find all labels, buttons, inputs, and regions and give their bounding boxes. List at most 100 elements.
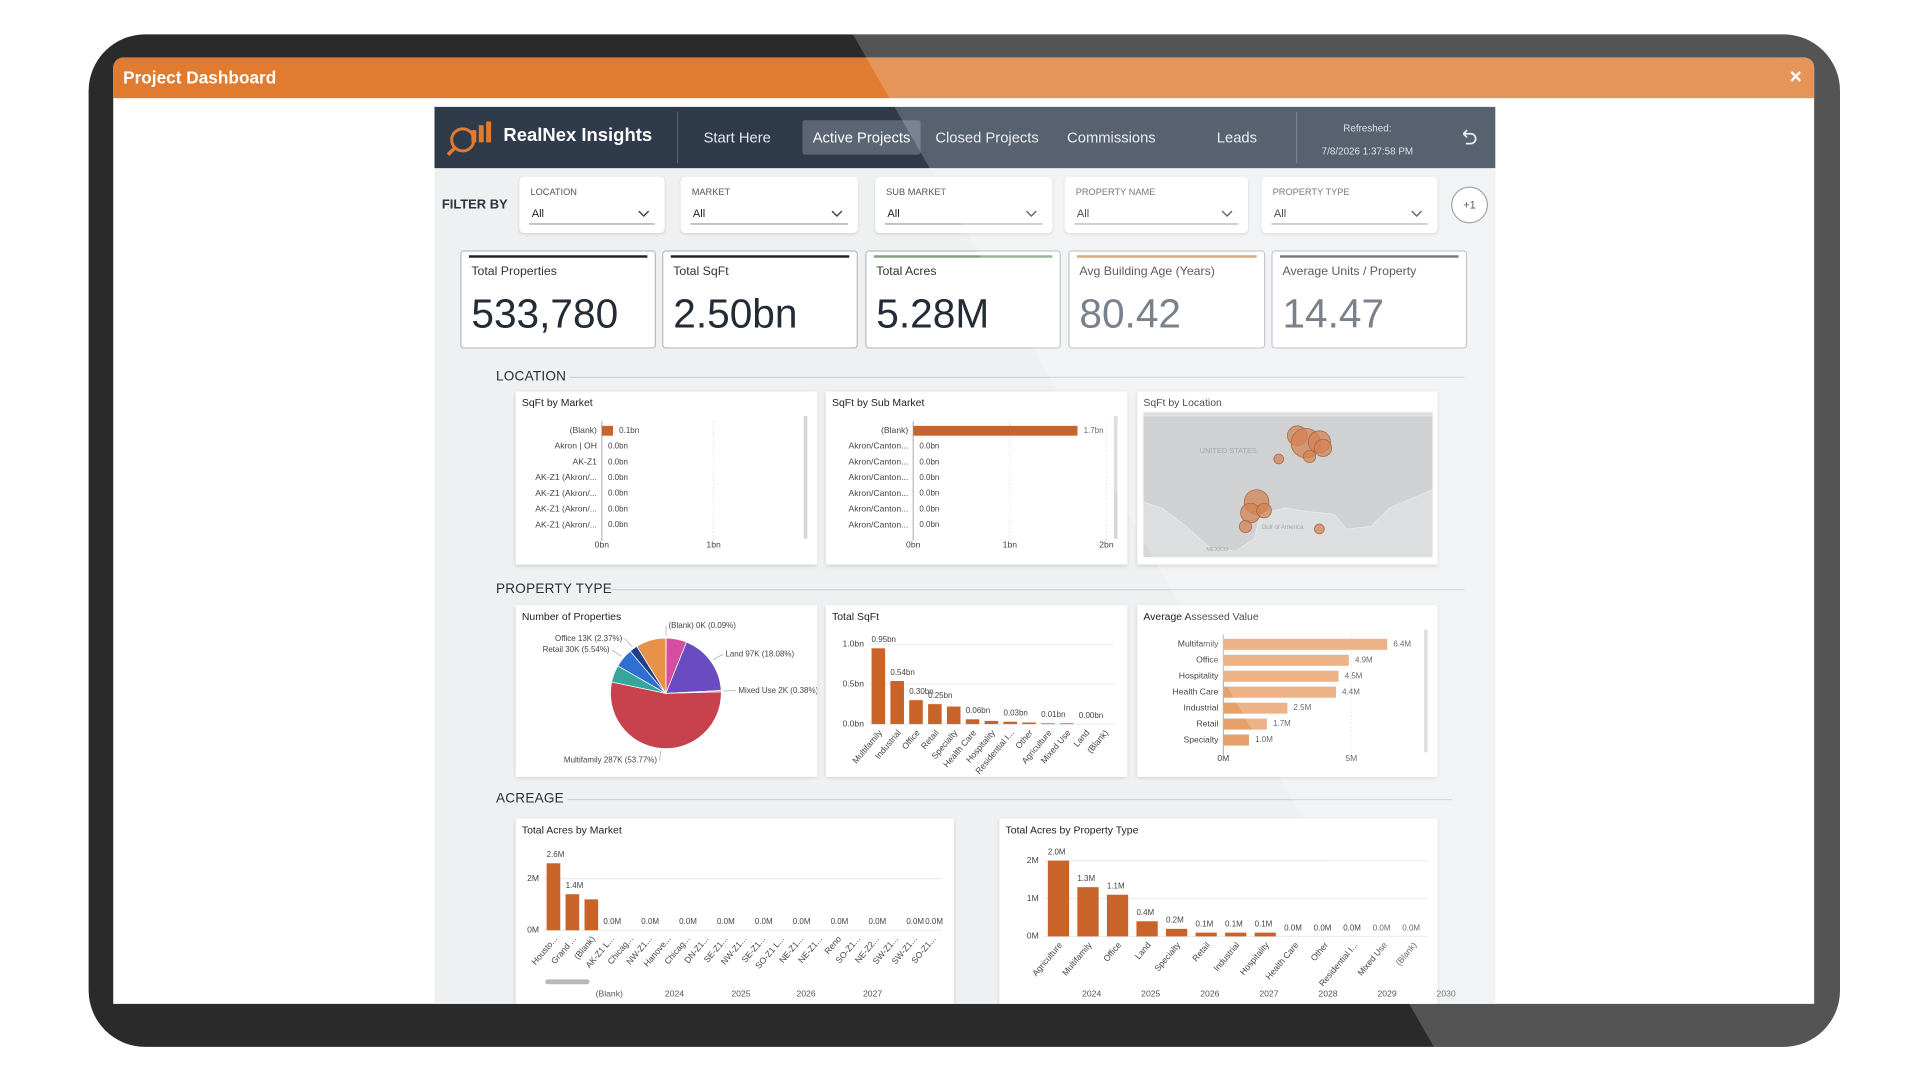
data-label: (Blank) 0K (0.09%) (669, 621, 737, 630)
footer-axis-label: 2026 (796, 990, 816, 999)
data-label: 0.54bn (890, 668, 914, 677)
y-tick-label: 0M (1027, 931, 1039, 941)
bar (584, 899, 599, 931)
brand-logo (446, 121, 492, 156)
filter-dropdown[interactable]: SUB MARKET All (875, 176, 1053, 234)
bar (1077, 887, 1099, 937)
nav-tab[interactable]: Start Here (703, 128, 771, 147)
kpi-value: 533,780 (471, 290, 619, 337)
nav-tab[interactable]: Leads (1216, 128, 1258, 147)
nav-divider (1296, 111, 1298, 164)
filter-label: PROPERTY NAME (1075, 186, 1156, 198)
data-label: 2.5M (1294, 703, 1312, 712)
filter-dropdown[interactable]: PROPERTY NAME All (1064, 176, 1249, 234)
data-label: 0.25bn (928, 691, 952, 700)
data-label: 0.0M (755, 917, 773, 926)
y-tick-label: Akron | OH (555, 441, 597, 451)
bar (1165, 928, 1188, 937)
chart-title: SqFt by Sub Market (832, 398, 924, 409)
chart-panel: Total Acres by Property Type 0M 1M 2M 2.0M Ag… (999, 818, 1438, 1004)
data-label: 0.4M (1136, 908, 1154, 917)
chevron (638, 210, 650, 218)
bar (890, 681, 904, 725)
scrollbar (803, 416, 808, 539)
filter-value: All (1076, 207, 1090, 220)
y-tick-label: Akron/Canton... (849, 456, 909, 466)
filter-dropdown[interactable]: MARKET All (680, 176, 858, 234)
footer-axis-label: 2028 (1318, 990, 1338, 999)
data-label: 0.0bn (608, 473, 628, 482)
chart: Total Acres by Market0M2M2.6MHousto...1.… (522, 825, 943, 970)
x-tick-label: Office (1101, 940, 1123, 964)
chart: Number of Properties (Blank) 0K (0.09%) La… (522, 612, 817, 765)
back-button[interactable] (1458, 128, 1478, 148)
refreshed-label: Refreshed: (1343, 122, 1392, 134)
data-label: 2.0M (1048, 848, 1066, 857)
y-tick-label: 2M (527, 873, 539, 883)
kpi-accent (1076, 255, 1257, 258)
filter-value: All (887, 207, 900, 220)
y-tick-label: Akron/Canton... (849, 488, 909, 498)
nav-divider (676, 111, 679, 164)
kpi-card: Avg Building Age (Years) 80.42 (1068, 250, 1266, 349)
kpi-label: Average Units / Property (1282, 265, 1417, 279)
filter-dropdown[interactable]: PROPERTY TYPE All (1261, 176, 1438, 234)
data-label: 0.0bn (608, 489, 628, 498)
x-tick-label: Office (900, 728, 922, 752)
nav-tab[interactable]: Active Projects (802, 120, 921, 155)
bar (965, 719, 980, 725)
filter-dropdown[interactable]: LOCATION All (519, 176, 665, 234)
y-tick-label: 1M (1027, 893, 1039, 903)
data-label: 0.00bn (1079, 711, 1103, 720)
data-label: 0.0bn (919, 489, 939, 498)
chart: SqFt by Location UNITED STATES Gulf of Ame… (1143, 398, 1433, 558)
x-tick-label: (Blank) (1393, 940, 1418, 967)
filter-value: All (531, 207, 545, 220)
chart-title: Number of Properties (522, 612, 621, 623)
data-label: 0.0M (1314, 923, 1332, 932)
filter-label: SUB MARKET (886, 186, 947, 198)
filter-value: All (1273, 207, 1287, 220)
section-rule (569, 376, 1465, 378)
bar (1022, 722, 1036, 725)
chart-title: Average Assessed Value (1143, 612, 1258, 623)
chart: Average Assessed Value 0M 5M Multifamily 6.4… (1143, 612, 1428, 763)
chart-panel: SqFt by Market 0bn 1bn (Blank) 0.1bn Akron | … (515, 391, 818, 565)
close-button[interactable]: × (1789, 65, 1802, 89)
chart-panel: SqFt by Location UNITED STATES Gulf of Ame… (1137, 391, 1438, 565)
chart-title: Total Acres by Market (522, 825, 622, 836)
x-tick-label: Industrial (1211, 940, 1241, 973)
footer-axis-label: 2027 (863, 990, 883, 999)
kpi-accent (468, 255, 648, 258)
y-tick-label: Specialty (1184, 734, 1220, 744)
footer-axis-label: 2025 (731, 990, 751, 999)
window-title: Project Dashboard (123, 67, 277, 88)
data-label: 1.3M (1077, 874, 1095, 883)
scrollbar (1113, 416, 1118, 539)
nav-tab[interactable]: Closed Projects (935, 128, 1039, 147)
kpi-card: Total Acres 5.28M (865, 250, 1061, 349)
chart: SqFt by Sub Market 0bn 1bn 2bn (Blank) 1.7bn A… (832, 398, 1118, 549)
kpi-value: 80.42 (1079, 290, 1182, 337)
bar (946, 706, 961, 725)
bar (1003, 721, 1018, 725)
more-filters[interactable]: +1 (1451, 186, 1489, 224)
kpi-accent (1280, 255, 1459, 258)
data-label: Multifamily 287K (53.77%) (564, 756, 657, 765)
filter-label: PROPERTY TYPE (1272, 186, 1350, 198)
chart: SqFt by Market 0bn 1bn (Blank) 0.1bn Akron | … (522, 398, 808, 549)
data-label: 2.6M (547, 850, 565, 859)
bar (565, 894, 580, 931)
y-tick-label: AK-Z1 (Akron/... (535, 488, 597, 498)
data-label: 0.0M (925, 917, 943, 926)
map-label: Gulf of America (1261, 524, 1304, 531)
data-label: 0.0M (1343, 923, 1361, 932)
y-tick-label: 0M (527, 925, 539, 935)
chevron-path (638, 210, 650, 218)
data-label: 1.7M (1273, 719, 1291, 728)
data-label: 1.4M (566, 881, 584, 890)
nav-tab[interactable]: Commissions (1067, 128, 1156, 147)
bar (1225, 932, 1247, 937)
chart-panel: Total Acres by Market 0M 2M 2.6M Housto... 1.… (515, 818, 954, 1004)
